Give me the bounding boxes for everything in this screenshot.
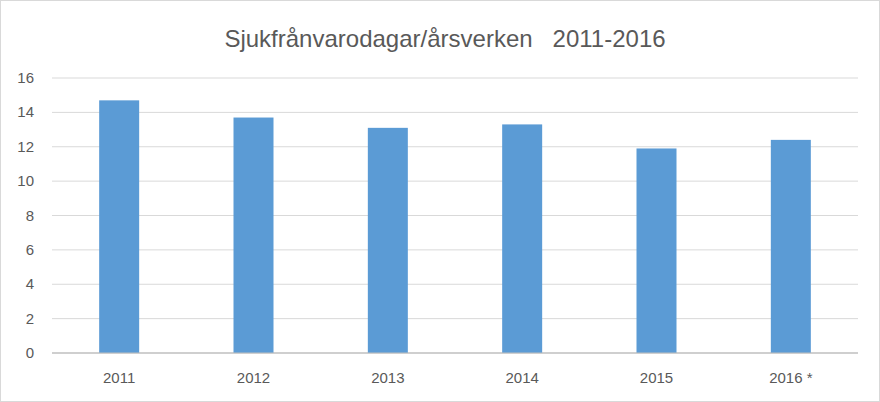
y-tick-label: 12 [17, 138, 34, 155]
bar [771, 140, 811, 353]
x-tick-label: 2015 [640, 369, 673, 386]
grid-line [52, 284, 858, 285]
chart-svg: Sjukfrånvarodagar/årsverken 2011-2016 0 2 4… [0, 0, 880, 402]
bars [99, 100, 811, 353]
bar [368, 128, 408, 353]
bar [637, 148, 677, 353]
y-tick-label: 16 [17, 69, 34, 86]
bar [234, 118, 274, 353]
bar [99, 100, 139, 353]
chart-title: Sjukfrånvarodagar/årsverken 2011-2016 [224, 25, 665, 52]
grid-line [52, 353, 858, 354]
x-tick-label: 2014 [505, 369, 538, 386]
x-tick-label: 2016 * [769, 369, 813, 386]
y-tick-label: 10 [17, 172, 34, 189]
grid-line [52, 318, 858, 319]
y-tick-label: 14 [17, 103, 34, 120]
grid-line [52, 181, 858, 182]
grid-line [52, 249, 858, 250]
chart-border [1, 1, 880, 402]
chart-container: Sjukfrånvarodagar/årsverken 2011-2016 0 2 4… [0, 0, 880, 402]
y-tick-label: 8 [26, 207, 34, 224]
y-tick-label: 4 [26, 275, 34, 292]
y-tick-label: 6 [26, 241, 34, 258]
y-tick-label: 0 [26, 344, 34, 361]
bar [502, 124, 542, 353]
grid-line [52, 215, 858, 216]
grid-line [52, 146, 858, 147]
x-tick-label: 2011 [103, 369, 135, 386]
y-tick-label: 2 [26, 310, 34, 327]
x-axis-line [52, 353, 858, 354]
x-tick-label: 2013 [371, 369, 404, 386]
grid-line [52, 112, 858, 113]
x-tick-label: 2012 [237, 369, 270, 386]
grid-line [52, 78, 858, 79]
